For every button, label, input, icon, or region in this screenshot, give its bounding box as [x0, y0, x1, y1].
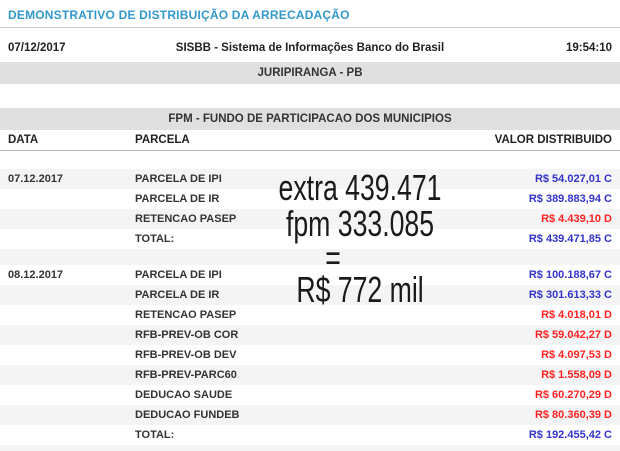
- parcela-cell: DEDUCAO SAUDE: [135, 389, 233, 401]
- parcela-cell: RETENCAO PASEP: [135, 213, 237, 225]
- parcela-cell: DEDUCAO FUNDEB: [135, 409, 240, 421]
- table-row: RETENCAO PASEP R$ 4.018,01 D: [0, 305, 620, 325]
- value-cell: [612, 249, 620, 265]
- annotation-equals-sign: =: [325, 237, 341, 278]
- value-cell: R$ 54.027,01 C: [534, 173, 612, 185]
- table-row: TOTAL: R$ 439.471,85 C: [0, 229, 620, 249]
- page-title: DEMONSTRATIVO DE DISTRIBUIÇÃO DA ARRECAD…: [8, 8, 350, 22]
- parcela-cell: PARCELA DE IPI: [135, 269, 222, 281]
- section-gap: [0, 84, 620, 108]
- table-row: DEDUCAO FUNDEB R$ 80.360,39 D: [0, 405, 620, 425]
- value-cell: R$ 4.018,01 D: [541, 309, 612, 321]
- value-cell: R$ 389.883,94 C: [528, 193, 612, 205]
- parcela-cell: RFB-PREV-OB COR: [135, 329, 239, 341]
- column-header-parcela: PARCELA: [135, 134, 190, 146]
- parcela-cell: TOTAL:: [135, 429, 175, 441]
- column-header-valor: VALOR DISTRIBUIDO: [494, 134, 612, 146]
- date-cell: [0, 365, 135, 385]
- parcela-cell: RETENCAO PASEP: [135, 309, 237, 321]
- date-cell: 07.12.2017: [8, 173, 64, 185]
- table-row: 07.12.2017 PARCELA DE IPI R$ 54.027,01 C: [0, 169, 620, 189]
- date-cell: [0, 425, 135, 445]
- parcela-cell: RFB-PREV-PARC60: [135, 369, 237, 381]
- table-body: 07.12.2017 PARCELA DE IPI R$ 54.027,01 C…: [0, 169, 620, 451]
- column-header-data: DATA: [8, 134, 39, 146]
- title-divider: [0, 27, 620, 28]
- system-name: SISBB - Sistema de Informações Banco do …: [175, 41, 445, 54]
- info-row: 07/12/2017 SISBB - Sistema de Informaçõe…: [0, 28, 620, 59]
- value-cell: R$ 60.270,29 D: [534, 389, 612, 401]
- value-cell: R$ 439.471,85 C: [528, 233, 612, 245]
- report-time: 19:54:10: [565, 41, 612, 54]
- parcela-cell: RFB-PREV-OB DEV: [135, 349, 237, 361]
- table-row: RETENCAO PASEP R$ 4.439,10 D: [0, 209, 620, 229]
- date-cell: 08.12.2017: [8, 269, 64, 281]
- report-date: 07/12/2017: [8, 41, 66, 54]
- table-row: TOTAL: R$ 192.455,42 C: [0, 425, 620, 445]
- section-title-bar: FPM - FUNDO DE PARTICIPACAO DOS MUNICIPI…: [0, 108, 620, 130]
- date-cell: [0, 305, 135, 325]
- date-cell: [0, 189, 135, 209]
- annotation-grand-total: R$ 772 mil: [296, 269, 424, 310]
- parcela-cell: PARCELA DE IR: [135, 289, 220, 301]
- value-cell: R$ 59.042,27 D: [534, 329, 612, 341]
- date-cell: [0, 345, 135, 365]
- annotation-fpm-total: fpm 333.085: [285, 203, 435, 244]
- value-cell: R$ 301.613,33 C: [528, 289, 612, 301]
- date-cell: [0, 325, 135, 345]
- table-row: RFB-PREV-OB COR R$ 59.042,27 D: [0, 325, 620, 345]
- date-cell: [0, 229, 135, 249]
- value-cell: R$ 4.439,10 D: [541, 213, 612, 225]
- table-row: 08.12.2017 PARCELA DE IPI R$ 100.188,67 …: [0, 265, 620, 285]
- date-cell: [0, 285, 135, 305]
- annotation-extra-total: extra 439.471: [278, 167, 442, 208]
- value-cell: R$ 192.455,42 C: [528, 429, 612, 441]
- value-cell: R$ 4.097,53 D: [541, 349, 612, 361]
- date-cell: [0, 209, 135, 229]
- date-cell: [0, 249, 135, 265]
- table-row: PARCELA DE IR R$ 389.883,94 C: [0, 189, 620, 209]
- table-row: PARCELA DE IR R$ 301.613,33 C: [0, 285, 620, 305]
- value-cell: R$ 1.558,09 D: [541, 369, 612, 381]
- parcela-cell: PARCELA DE IR: [135, 193, 220, 205]
- parcela-cell: TOTAL:: [135, 233, 175, 245]
- value-cell: R$ 80.360,39 D: [534, 409, 612, 421]
- table-row: RFB-PREV-OB DEV R$ 4.097,53 D: [0, 345, 620, 365]
- municipality-bar: JURIPIRANGA - PB: [0, 62, 620, 84]
- table-row: [0, 249, 620, 265]
- date-cell: [0, 405, 135, 425]
- date-cell: [0, 385, 135, 405]
- table-header: DATA PARCELA VALOR DISTRIBUIDO: [0, 130, 620, 151]
- table-row: RFB-PREV-PARC60 R$ 1.558,09 D: [0, 365, 620, 385]
- parcela-cell: PARCELA DE IPI: [135, 173, 222, 185]
- value-cell: R$ 100.188,67 C: [528, 269, 612, 281]
- table-row: DEDUCAO SAUDE R$ 60.270,29 D: [0, 385, 620, 405]
